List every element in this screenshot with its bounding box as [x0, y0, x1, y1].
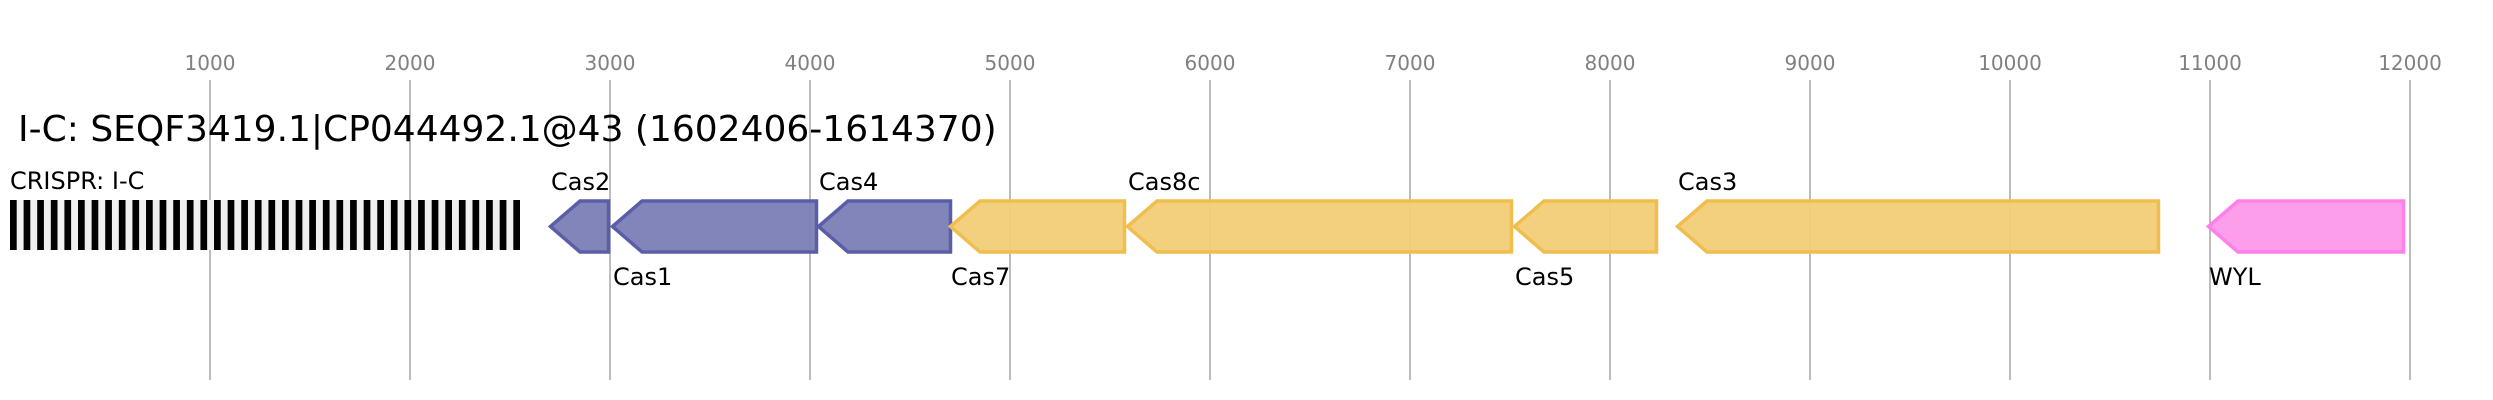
locus-title: I-C: SEQF3419.1|CP044492.1@43 (1602406-1…: [18, 109, 997, 150]
crispr-repeat: [254, 200, 262, 250]
crispr-spacer-background: [10, 200, 520, 250]
tick-label: 12000: [2378, 51, 2442, 75]
crispr-repeat: [64, 200, 72, 250]
crispr-repeat: [173, 200, 180, 250]
tick-label: 5000: [985, 51, 1036, 75]
tick-label: 9000: [1785, 51, 1836, 75]
crispr-repeat: [132, 200, 140, 250]
gene-label: Cas8c: [1128, 168, 1200, 196]
tick-label: 2000: [385, 51, 436, 75]
crispr-repeat: [118, 200, 126, 250]
crispr-repeat: [486, 200, 493, 250]
crispr-repeat: [186, 200, 194, 250]
crispr-repeat: [445, 200, 452, 250]
gene-cas8c[interactable]: Cas8c: [1124, 168, 1514, 254]
gene-label: Cas5: [1515, 263, 1574, 291]
gene-cas4[interactable]: Cas4: [815, 168, 953, 254]
crispr-repeat: [146, 200, 153, 250]
gene-arrow[interactable]: [1674, 199, 2161, 254]
gene-arrow[interactable]: [547, 199, 611, 254]
gene-wyl[interactable]: WYL: [2205, 199, 2406, 291]
gene-cas2[interactable]: Cas2: [547, 168, 611, 254]
tick-label: 3000: [585, 51, 636, 75]
crispr-repeat: [513, 200, 520, 250]
crispr-repeat: [37, 200, 44, 250]
tick-label: 8000: [1585, 51, 1636, 75]
gene-label: Cas2: [551, 168, 610, 196]
gene-label: Cas4: [819, 168, 878, 196]
crispr-repeat: [91, 200, 99, 250]
gene-layer: Cas2 Cas1 Cas4 Cas7 Cas8c Cas5 Cas3 WYL: [547, 168, 2406, 291]
crispr-repeat: [322, 200, 330, 250]
crispr-repeat: [241, 200, 248, 250]
crispr-repeat: [390, 200, 398, 250]
crispr-repeat: [418, 200, 425, 250]
gene-label: Cas1: [613, 263, 672, 291]
crispr-repeat: [377, 200, 384, 250]
crispr-repeat: [499, 200, 507, 250]
crispr-repeat: [268, 200, 276, 250]
crispr-repeat: [282, 200, 289, 250]
crispr-repeat: [472, 200, 480, 250]
crispr-repeat: [23, 200, 31, 250]
crispr-repeat: [336, 200, 344, 250]
gene-cas7[interactable]: Cas7: [947, 199, 1127, 291]
gene-label: WYL: [2209, 263, 2261, 291]
crispr-repeat: [295, 200, 303, 250]
gene-cas1[interactable]: Cas1: [609, 199, 819, 291]
crispr-repeat: [309, 200, 316, 250]
crispr-repeat: [105, 200, 112, 250]
crispr-repeat: [50, 200, 58, 250]
tick-label: 6000: [1185, 51, 1236, 75]
crispr-array[interactable]: [10, 200, 520, 250]
gene-label: Cas3: [1678, 168, 1737, 196]
crispr-repeat: [363, 200, 371, 250]
gene-arrow[interactable]: [2205, 199, 2406, 254]
crispr-repeat: [458, 200, 466, 250]
crispr-repeat: [10, 200, 17, 250]
crispr-array-label: CRISPR: I-C: [10, 167, 144, 195]
gene-arrow[interactable]: [1124, 199, 1514, 254]
gene-cas3[interactable]: Cas3: [1674, 168, 2161, 254]
tick-label: 7000: [1385, 51, 1436, 75]
crispr-repeat: [227, 200, 235, 250]
gene-cas5[interactable]: Cas5: [1511, 199, 1659, 291]
crispr-repeat: [431, 200, 439, 250]
tick-label: 10000: [1978, 51, 2042, 75]
gene-arrow[interactable]: [815, 199, 953, 254]
crispr-repeat: [404, 200, 412, 250]
gene-arrow[interactable]: [609, 199, 819, 254]
crispr-repeat: [350, 200, 357, 250]
tick-label: 4000: [785, 51, 836, 75]
tick-label: 1000: [185, 51, 236, 75]
gene-arrow[interactable]: [947, 199, 1127, 254]
crispr-repeat: [159, 200, 167, 250]
gene-label: Cas7: [951, 263, 1010, 291]
crispr-repeat: [214, 200, 221, 250]
tick-label: 11000: [2178, 51, 2242, 75]
crispr-repeat: [200, 200, 208, 250]
gene-arrow[interactable]: [1511, 199, 1659, 254]
crispr-repeat: [78, 200, 85, 250]
